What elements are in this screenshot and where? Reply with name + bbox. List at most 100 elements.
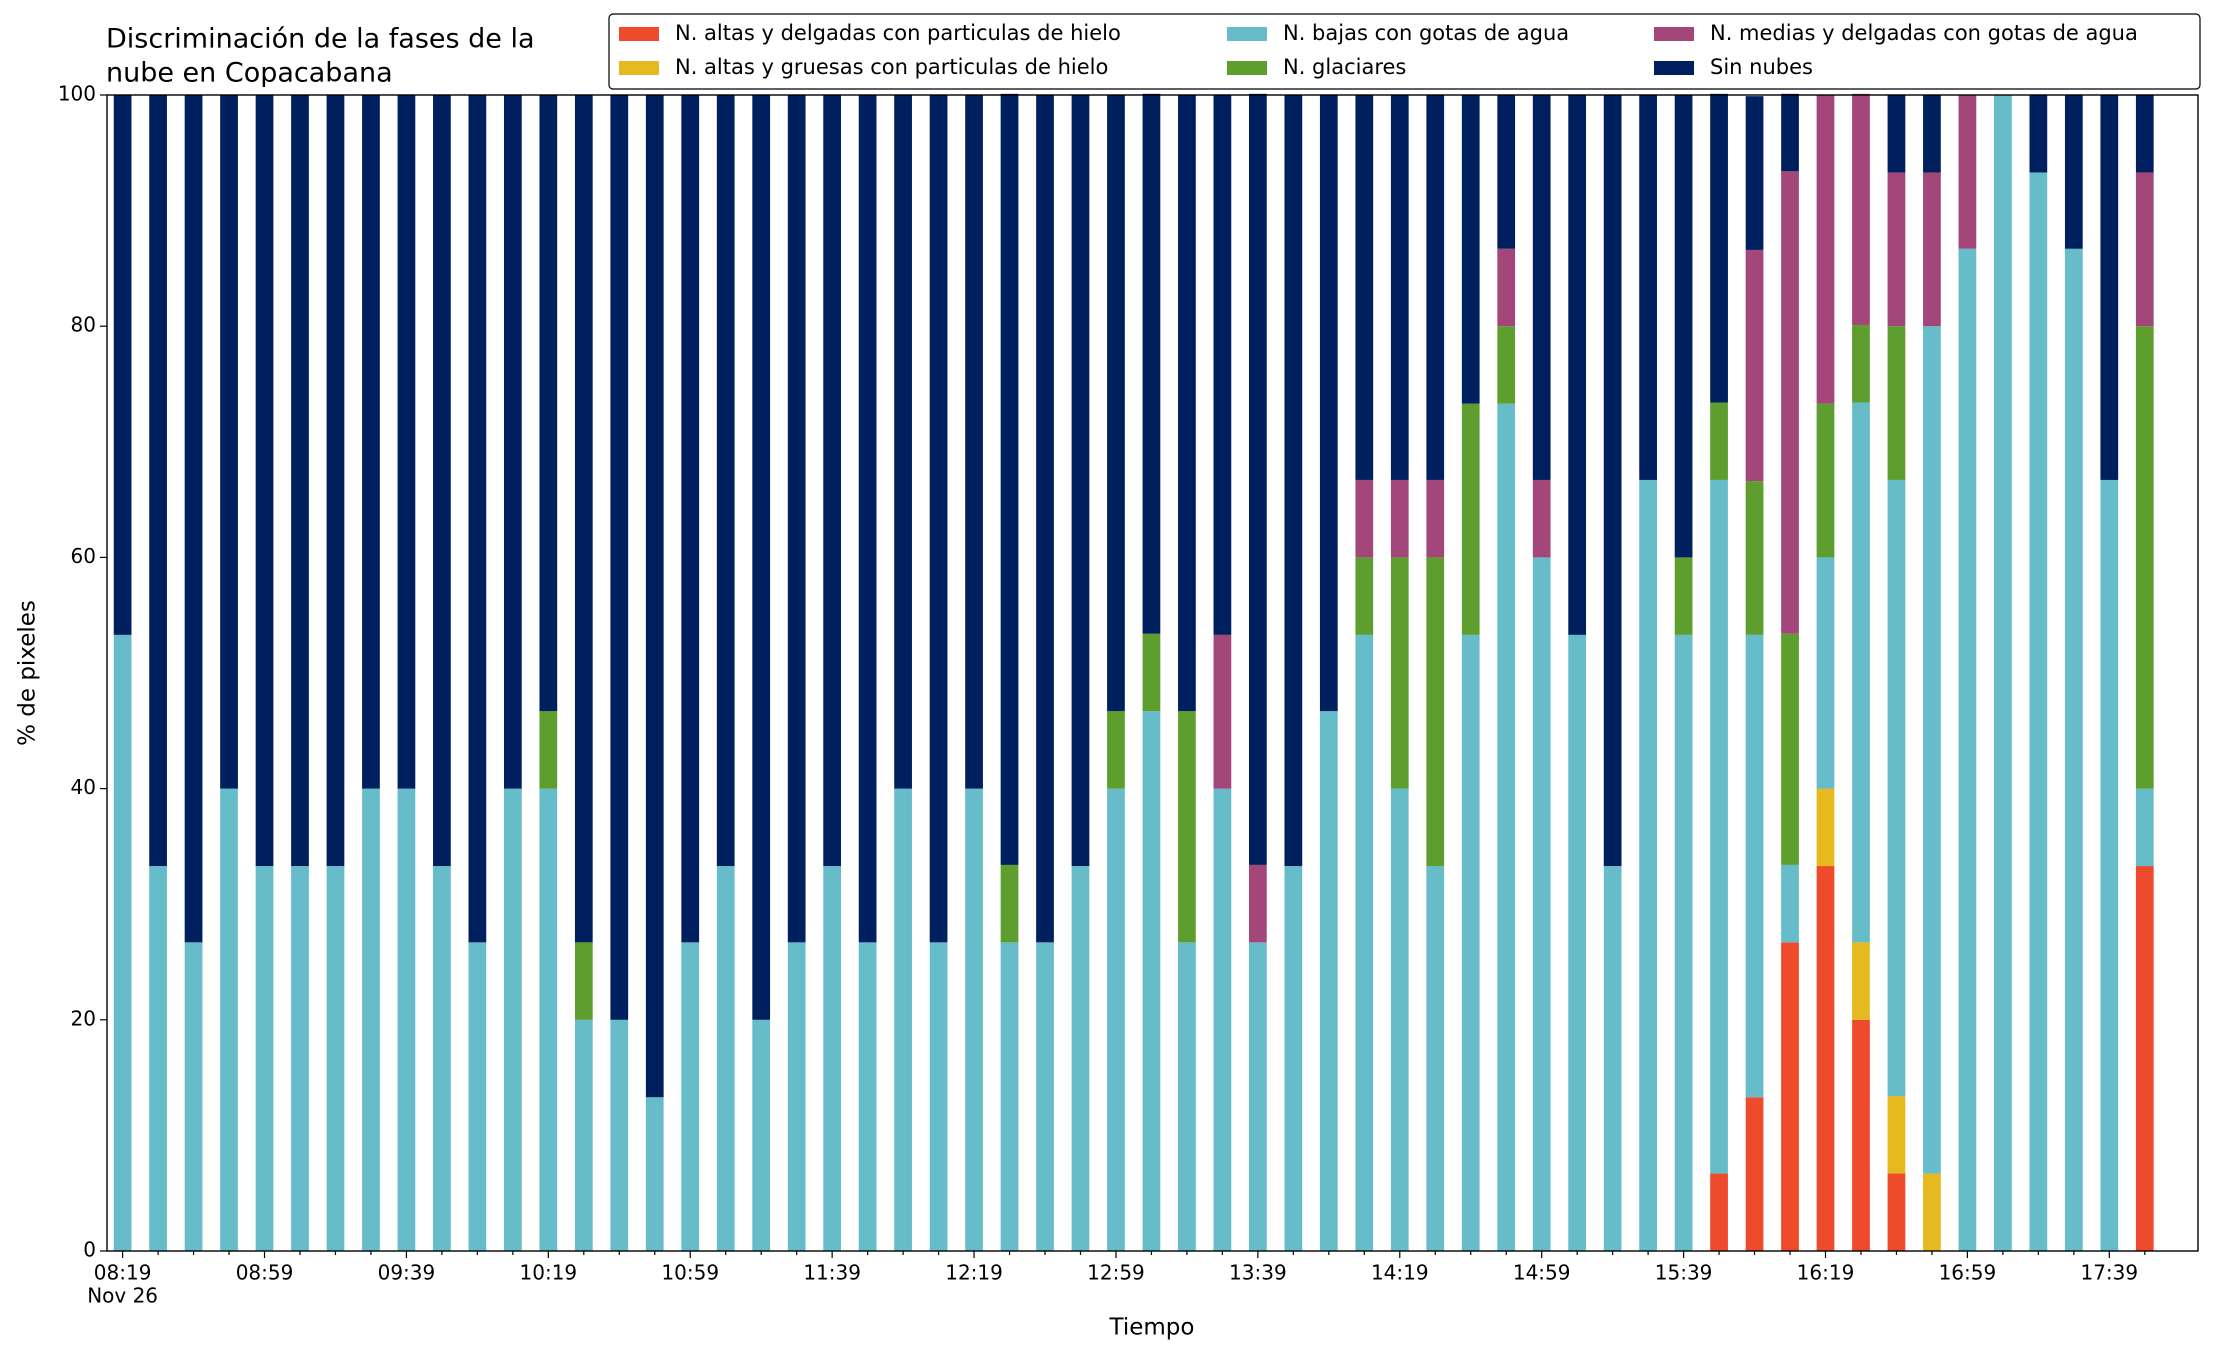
bar-segment: [1319, 711, 1338, 1251]
bar-segment: [362, 788, 380, 1251]
bar-segment: [468, 95, 487, 943]
bar-segment: [1887, 1173, 1906, 1251]
bar-segment: [610, 1019, 629, 1251]
bar-segment: [1426, 557, 1445, 867]
bar-segment: [291, 95, 309, 867]
bar-segment: [1142, 93, 1161, 634]
bar-segment: [1887, 1096, 1906, 1174]
bar-segment: [503, 788, 522, 1251]
bar-segment: [362, 95, 380, 789]
bar-segment: [681, 95, 700, 943]
bar-segment: [433, 95, 451, 867]
bar-segment: [929, 942, 948, 1251]
bar-segment: [1461, 403, 1480, 635]
bar-segment: [1426, 95, 1445, 480]
bar-segment: [2135, 866, 2154, 1251]
bar-segment: [1213, 788, 1232, 1251]
bar-segment: [1745, 481, 1764, 635]
bar-segment: [1248, 864, 1267, 943]
bar-segment: [645, 1097, 664, 1251]
bar-segment: [1603, 866, 1622, 1251]
bar-segment: [1568, 634, 1587, 1251]
bar-segment: [1426, 866, 1445, 1251]
bar-segment: [1284, 866, 1303, 1251]
chart-title: Discriminación de la fases de la: [106, 24, 535, 55]
bar-segment: [716, 95, 735, 867]
bar-segment: [1390, 557, 1409, 789]
bar-segment: [1923, 172, 1941, 327]
bar-segment: [2135, 95, 2154, 173]
bar-segment: [1710, 402, 1728, 480]
bar-segment: [2064, 248, 2083, 1252]
x-tick-label: 10:19: [520, 1261, 578, 1285]
bar-segment: [291, 866, 309, 1251]
bar-segment: [1887, 326, 1906, 480]
bar-segment: [1497, 403, 1516, 1252]
bar-segment: [1107, 788, 1125, 1251]
bar-segment: [1036, 942, 1054, 1251]
bar-segment: [539, 788, 558, 1251]
bar-segment: [113, 95, 132, 635]
x-tick-label: 12:59: [1087, 1261, 1145, 1285]
bar-segment: [184, 942, 203, 1251]
x-tick-label: 13:39: [1229, 1261, 1287, 1285]
y-tick-label: 0: [83, 1238, 96, 1262]
bar-segment: [752, 95, 771, 1020]
bar-segment: [1497, 95, 1516, 249]
bar-segment: [1852, 325, 1870, 403]
legend-box: [608, 13, 2201, 90]
bar-segment: [2135, 326, 2154, 789]
bar-segment: [2135, 172, 2154, 327]
bar-segment: [433, 866, 451, 1251]
bar-segment: [1248, 93, 1267, 865]
bar-segment: [1923, 95, 1941, 173]
bar-segment: [2029, 95, 2048, 173]
bar-segment: [574, 95, 593, 943]
bar-segment: [1745, 634, 1764, 1098]
bar-segment: [397, 95, 416, 789]
bar-segment: [1355, 634, 1374, 1251]
bar-segment: [1142, 711, 1161, 1251]
bar-segment: [894, 95, 912, 789]
x-tick-label: 16:59: [1939, 1261, 1997, 1285]
bar-segment: [1603, 95, 1622, 867]
bar-segment: [1142, 633, 1161, 712]
bar-segment: [1852, 1019, 1870, 1251]
legend-label: N. medias y delgadas con gotas de agua: [1710, 21, 2138, 45]
x-tick-label: 10:59: [661, 1261, 719, 1285]
legend-label: N. altas y delgadas con particulas de hi…: [675, 21, 1121, 45]
bar-segment: [752, 1019, 771, 1251]
bar-segment: [149, 95, 167, 867]
legend-swatch: [1654, 61, 1694, 75]
bar-segment: [1745, 96, 1764, 250]
bar-segment: [1107, 711, 1125, 789]
bar-segment: [1994, 95, 2012, 1251]
bar-segment: [2064, 95, 2083, 249]
bar-segment: [1816, 788, 1835, 867]
y-tick-label: 40: [71, 775, 96, 799]
bar-segment: [1532, 479, 1551, 558]
bar-segment: [1639, 95, 1657, 480]
bar-segment: [1781, 633, 1799, 865]
bar-segment: [1461, 634, 1480, 1251]
bar-segment: [1852, 402, 1870, 943]
bar-segment: [1036, 95, 1054, 943]
x-axis-label: Tiempo: [1109, 1315, 1195, 1341]
x-date-label: Nov 26: [87, 1284, 158, 1308]
bar-segment: [255, 866, 274, 1251]
legend-label: Sin nubes: [1710, 55, 1813, 79]
bar-segment: [1000, 864, 1019, 943]
bar-segment: [1213, 634, 1232, 789]
bar-segment: [1710, 93, 1728, 403]
bar-segment: [1852, 942, 1870, 1020]
bar-segment: [1461, 95, 1480, 404]
bar-segment: [1816, 866, 1835, 1251]
bar-segment: [1781, 93, 1799, 172]
bar-segment: [645, 95, 664, 1098]
bar-segment: [1745, 1097, 1764, 1251]
bar-segment: [1284, 95, 1303, 867]
bar-segment: [503, 95, 522, 789]
bar-segment: [1923, 1173, 1941, 1251]
bar-segment: [610, 95, 629, 1020]
bar-segment: [1887, 479, 1906, 1097]
